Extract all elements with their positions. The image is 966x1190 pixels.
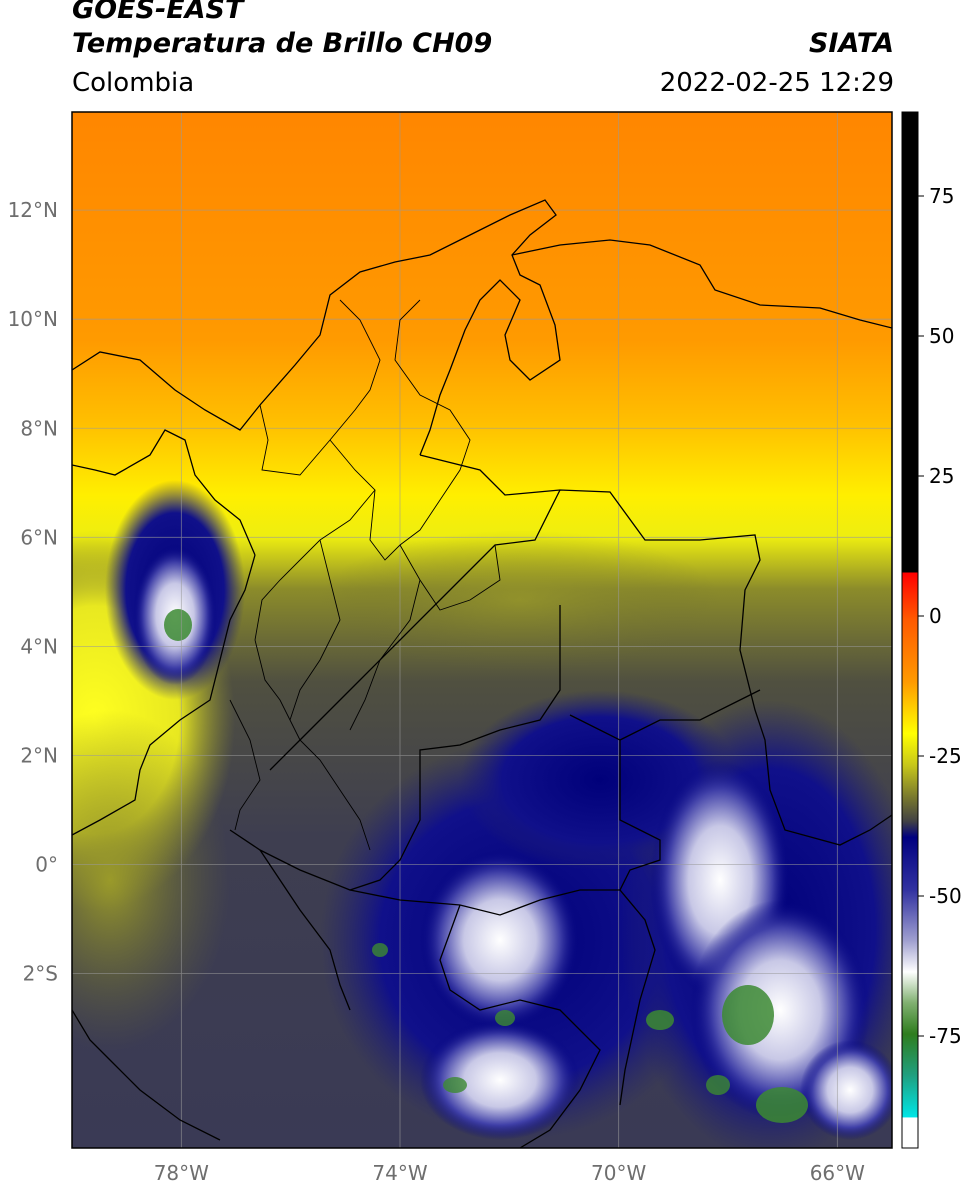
datetime-label: 2022-02-25 12:29: [659, 68, 894, 98]
latitude-labels: 12°N 10°N 8°N 6°N 4°N 2°N 0° 2°S: [8, 198, 58, 985]
lat-tick-label: 0°: [35, 852, 58, 876]
colorbar: [901, 111, 919, 1149]
colorbar-tick-label: 25: [929, 464, 954, 488]
lon-tick-label: 78°W: [154, 1161, 209, 1185]
department-borders: [229, 299, 501, 851]
map-frame: [71, 111, 893, 1149]
region-label: Colombia: [72, 68, 195, 98]
colorbar-ticks: 75 50 25 0 -25 -50 -75: [918, 184, 962, 1048]
colorbar-tick-label: -75: [929, 1024, 962, 1048]
lat-tick-label: 2°S: [23, 962, 58, 986]
map-gridlines: [72, 112, 892, 1148]
country-borders: [72, 199, 892, 1148]
satellite-field: [72, 112, 892, 1148]
satellite-title: GOES-EAST: [72, 0, 244, 25]
lat-tick-label: 4°N: [20, 634, 58, 658]
lon-tick-label: 70°W: [591, 1161, 646, 1185]
lat-tick-label: 12°N: [8, 198, 58, 222]
product-title: Temperatura de Brillo CH09: [72, 28, 493, 59]
lon-tick-label: 74°W: [372, 1161, 427, 1185]
longitude-labels: 78°W 74°W 70°W 66°W: [154, 1161, 865, 1185]
colorbar-tick-label: 0: [929, 604, 942, 628]
lat-tick-label: 2°N: [20, 743, 58, 767]
colorbar-tick-label: 50: [929, 324, 954, 348]
colorbar-tick-label: 75: [929, 184, 954, 208]
lat-tick-label: 10°N: [8, 307, 58, 331]
lat-tick-label: 6°N: [20, 525, 58, 549]
lon-tick-label: 66°W: [810, 1161, 865, 1185]
brand-label: SIATA: [808, 28, 894, 59]
colorbar-tick-label: -25: [929, 744, 962, 768]
lat-tick-label: 8°N: [20, 416, 58, 440]
colorbar-tick-label: -50: [929, 884, 962, 908]
